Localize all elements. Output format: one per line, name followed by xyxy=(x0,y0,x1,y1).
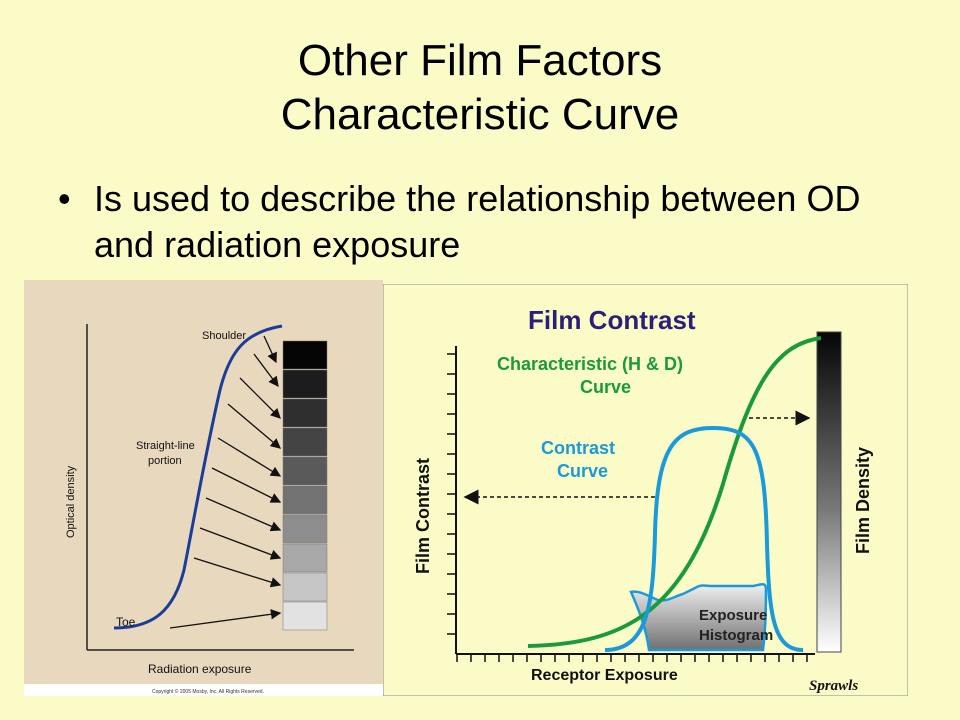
step-tablet xyxy=(282,340,328,631)
x-axis-label: Receptor Exposure xyxy=(531,667,678,684)
label-straight-line-2: portion xyxy=(148,455,182,467)
step-tablet-step xyxy=(282,340,328,370)
exposure-arrow xyxy=(239,377,281,419)
contrast-label-1: Contrast xyxy=(541,438,615,458)
histogram-label-1: Exposure xyxy=(699,607,767,624)
step-tablet-step xyxy=(282,543,328,573)
exposure-arrow xyxy=(169,609,282,629)
exposure-arrow xyxy=(211,467,282,503)
bullet-dot-icon: • xyxy=(58,178,71,219)
exposure-arrow xyxy=(263,335,277,364)
characteristic-curve xyxy=(527,336,822,648)
density-bar xyxy=(816,331,842,653)
y-axis-right-label: Film Density xyxy=(853,447,873,554)
step-tablet-step xyxy=(282,601,328,631)
title-line-2: Characteristic Curve xyxy=(280,90,680,139)
step-tablet-step xyxy=(282,369,328,399)
step-tablet-step xyxy=(282,572,328,602)
label-toe: Toe xyxy=(116,615,136,629)
characteristic-label-2: Curve xyxy=(580,377,631,397)
label-straight-line-1: Straight-line xyxy=(136,440,195,452)
step-tablet-step xyxy=(282,398,328,428)
exposure-arrow xyxy=(217,437,282,477)
label-shoulder: Shoulder xyxy=(202,330,246,342)
axis-ticks xyxy=(447,353,808,662)
characteristic-curve-figure: Shoulder Straight-line portion Toe Radia… xyxy=(24,280,383,696)
histogram-label-2: Histogram xyxy=(699,627,773,644)
exposure-histogram xyxy=(629,583,768,652)
contrast-label-2: Curve xyxy=(557,461,608,481)
exposure-arrow xyxy=(193,557,282,588)
exposure-arrow xyxy=(199,527,282,560)
y-axis-left-label: Film Contrast xyxy=(413,458,433,574)
figure-title: Film Contrast xyxy=(528,305,696,335)
slide-title: Other Film Factors Characteristic Curve xyxy=(0,34,960,142)
characteristic-curve xyxy=(113,324,283,630)
step-tablet-step xyxy=(282,514,328,544)
step-tablet-step xyxy=(282,485,328,515)
title-line-1: Other Film Factors xyxy=(297,36,663,85)
exposure-arrow xyxy=(253,353,279,388)
copyright-strip xyxy=(24,684,383,696)
exposure-arrow xyxy=(205,497,282,532)
figure-background xyxy=(24,280,383,696)
copyright-text: Copyright © 2005 Mosby, Inc. All Rights … xyxy=(152,688,264,695)
film-contrast-figure: Film Contrast Characteristic (H & D) Cur… xyxy=(383,284,908,696)
y-axis-label: Optical density xyxy=(65,465,77,538)
exposure-arrow xyxy=(227,403,281,449)
contrast-curve xyxy=(604,425,804,652)
step-tablet-step xyxy=(282,427,328,457)
characteristic-label-1: Characteristic (H & D) xyxy=(497,354,683,374)
x-axis-label: Radiation exposure xyxy=(148,662,252,676)
bullet-text: Is used to describe the relationship bet… xyxy=(94,178,861,265)
exposure-arrows xyxy=(169,335,282,629)
signature: Sprawls xyxy=(809,678,858,694)
step-tablet-step xyxy=(282,456,328,486)
